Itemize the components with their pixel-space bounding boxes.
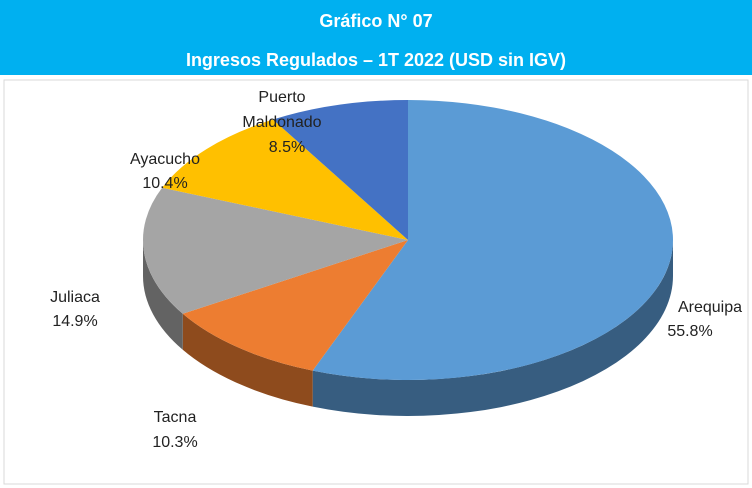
- data-label-name: Arequipa: [678, 299, 742, 316]
- slice: [142, 187, 408, 314]
- slice: [182, 240, 408, 371]
- data-label-name: Tacna: [154, 409, 197, 426]
- data-label-name: Ayacucho: [130, 151, 200, 168]
- slice: [272, 100, 408, 240]
- chart-title: Gráfico N° 07: [319, 11, 432, 31]
- data-label-name: Puerto Maldonado: [242, 89, 321, 131]
- data-label-name: Juliaca: [50, 289, 100, 306]
- data-label-value: 8.5%: [269, 139, 305, 156]
- slice-side: [182, 313, 313, 407]
- slice-side: [312, 240, 673, 416]
- slice-side: [143, 240, 183, 350]
- chart-subtitle: Ingresos Regulados – 1T 2022 (USD sin IG…: [186, 50, 566, 70]
- data-label-value: 10.4%: [142, 175, 187, 192]
- header-band: [0, 0, 752, 75]
- data-label-value: 14.9%: [52, 313, 97, 330]
- slice: [312, 100, 673, 380]
- data-label-value: 10.3%: [152, 434, 197, 451]
- slice: [162, 119, 408, 240]
- data-label-value: 55.8%: [667, 323, 712, 340]
